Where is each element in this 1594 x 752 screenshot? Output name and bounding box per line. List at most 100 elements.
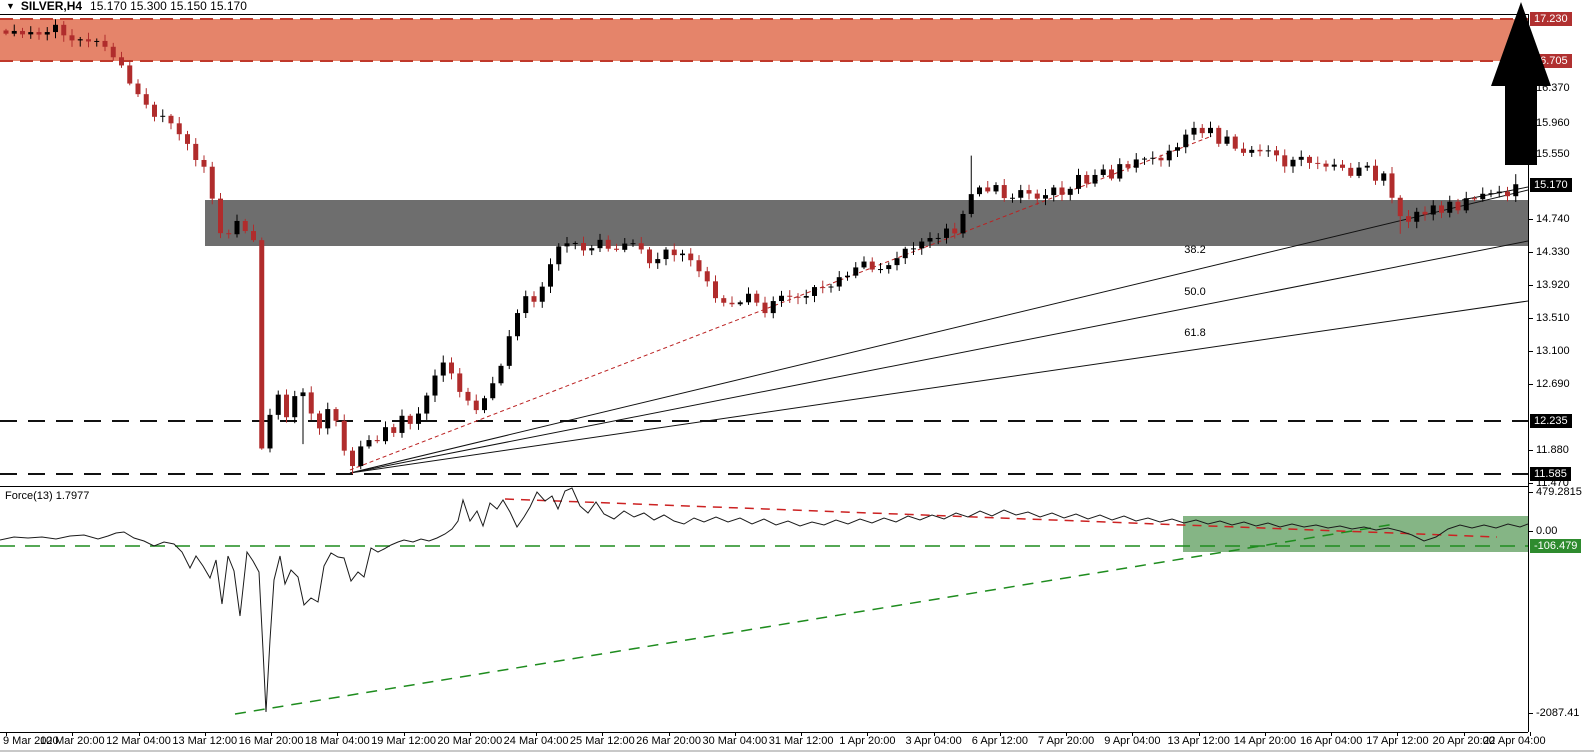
time-tick-label: 16 Apr 04:00 <box>1299 735 1363 747</box>
time-tick-label: 9 Mar 2020 <box>3 735 59 747</box>
price-level-badge: -106.479 <box>1530 539 1582 553</box>
symbol-dropdown-icon[interactable]: ▼ <box>6 1 15 11</box>
time-axis-tick <box>536 732 538 736</box>
zones[interactable] <box>0 18 1528 246</box>
big-up-arrow[interactable] <box>1480 0 1560 170</box>
time-tick-label: 3 Apr 04:00 <box>905 735 962 747</box>
axis-tick <box>1528 384 1533 385</box>
time-axis-tick <box>271 732 273 736</box>
force-indicator-canvas[interactable] <box>0 487 1528 732</box>
fan-label-50.0: 50.0 <box>1184 286 1205 298</box>
price-tick-label: 13.510 <box>1536 312 1570 324</box>
price-tick-label: 13.100 <box>1536 345 1570 357</box>
time-axis-tick <box>801 732 803 736</box>
axis-tick <box>1528 285 1533 286</box>
time-tick-label: 18 Mar 04:00 <box>304 735 370 747</box>
time-tick-label: 1 Apr 20:00 <box>839 735 896 747</box>
axis-tick <box>1528 492 1533 493</box>
resistance-zone <box>0 19 1528 61</box>
time-axis-tick <box>1198 732 1200 736</box>
time-axis-tick <box>867 732 869 736</box>
time-axis-tick <box>337 732 339 736</box>
time-tick-label: 13 Mar 12:00 <box>172 735 238 747</box>
time-axis-tick <box>1397 732 1399 736</box>
time-tick-label: 31 Mar 12:00 <box>768 735 834 747</box>
time-tick-label: 26 Mar 20:00 <box>636 735 702 747</box>
time-axis-tick <box>668 732 670 736</box>
time-axis-tick <box>602 732 604 736</box>
up-arrow-shape[interactable] <box>1491 2 1551 165</box>
time-tick-label: 24 Mar 04:00 <box>503 735 569 747</box>
price-tick-label: 15.550 <box>1536 148 1570 160</box>
ohlc-readout: 15.170 15.300 15.150 15.170 <box>90 0 247 13</box>
fan-line-50.0 <box>349 240 1528 474</box>
axis-tick <box>1528 713 1533 714</box>
price-tick-label: 14.330 <box>1536 246 1570 258</box>
time-axis-tick <box>933 732 935 736</box>
time-tick-label: 10 Mar 20:00 <box>39 735 105 747</box>
time-axis-tick <box>403 732 405 736</box>
fibonacci-fan[interactable]: 38.2 50.0 61.8 <box>349 189 1528 474</box>
price-tick-label: 0.00 <box>1536 525 1558 537</box>
time-axis-tick <box>734 732 736 736</box>
time-tick-label: 19 Mar 12:00 <box>371 735 436 747</box>
time-tick-label: 20 Apr 20:00 <box>1432 735 1495 747</box>
fan-label-61.8: 61.8 <box>1184 327 1205 339</box>
price-tick-label: 13.920 <box>1536 279 1570 291</box>
axis-tick <box>1528 483 1533 484</box>
time-axis-tick <box>1264 732 1266 736</box>
time-axis-tick <box>999 732 1001 736</box>
time-axis-tick <box>1132 732 1134 736</box>
fan-line-38.2 <box>349 189 1528 474</box>
time-axis-tick <box>1066 732 1068 736</box>
axis-tick <box>1528 219 1533 220</box>
fan-line-61.8 <box>349 300 1528 474</box>
time-tick-label: 17 Apr 12:00 <box>1366 735 1429 747</box>
time-tick-label: 25 Mar 12:00 <box>569 735 635 747</box>
time-tick-label: 30 Mar 04:00 <box>702 735 768 747</box>
force-line <box>0 487 1528 713</box>
price-level-badge: 15.170 <box>1530 178 1572 192</box>
horizontal-support-lines[interactable] <box>0 420 1528 475</box>
panel-separator[interactable] <box>0 486 1528 487</box>
axis-tick <box>1528 450 1533 451</box>
indicator-green-trendline[interactable] <box>234 523 1396 715</box>
fan-label-38.2: 38.2 <box>1184 244 1205 256</box>
price-tick-label: 15.960 <box>1536 117 1570 129</box>
time-axis-tick <box>1463 732 1465 736</box>
indicator-red-trendline[interactable] <box>504 498 1498 538</box>
time-tick-label: 14 Apr 20:00 <box>1233 735 1297 747</box>
price-level-badge: 11.585 <box>1530 467 1571 481</box>
axis-tick <box>1528 531 1533 532</box>
price-level-badge: 12.235 <box>1530 414 1572 428</box>
time-tick-label: 13 Apr 12:00 <box>1167 735 1230 747</box>
axis-tick <box>1528 252 1533 253</box>
candles <box>3 19 1519 474</box>
time-axis-tick <box>6 732 7 736</box>
time-axis-tick <box>469 732 471 736</box>
time-tick-label: 12 Mar 04:00 <box>106 735 171 747</box>
time-axis-tick <box>1529 732 1531 736</box>
indicator-name-label: Force(13) 1.7977 <box>5 490 90 502</box>
time-axis-tick <box>1331 732 1333 736</box>
window-bottom-edge <box>0 750 1594 752</box>
symbol-timeframe-title: SILVER,H4 <box>20 0 83 13</box>
main-price-chart-canvas[interactable]: 38.2 50.0 61.8 <box>0 14 1528 486</box>
price-tick-label: 11.880 <box>1536 444 1569 456</box>
axis-tick <box>1528 318 1533 319</box>
time-axis-tick <box>204 732 206 736</box>
gray-support-zone <box>205 200 1528 246</box>
price-level-badge: 17.230 <box>1530 12 1572 26</box>
time-tick-label: 22 Apr 04:00 <box>1483 735 1546 747</box>
time-axis-border <box>0 732 1528 733</box>
time-tick-label: 6 Apr 12:00 <box>971 735 1029 747</box>
time-tick-label: 16 Mar 20:00 <box>238 735 304 747</box>
price-tick-label: 479.2815 <box>1536 486 1582 498</box>
axis-tick <box>1528 351 1533 352</box>
price-tick-label: 14.740 <box>1536 213 1570 225</box>
time-tick-label: 9 Apr 04:00 <box>1104 735 1161 747</box>
time-axis-tick <box>138 732 140 736</box>
time-tick-label: 20 Mar 20:00 <box>437 735 503 747</box>
time-axis-tick <box>72 732 74 736</box>
